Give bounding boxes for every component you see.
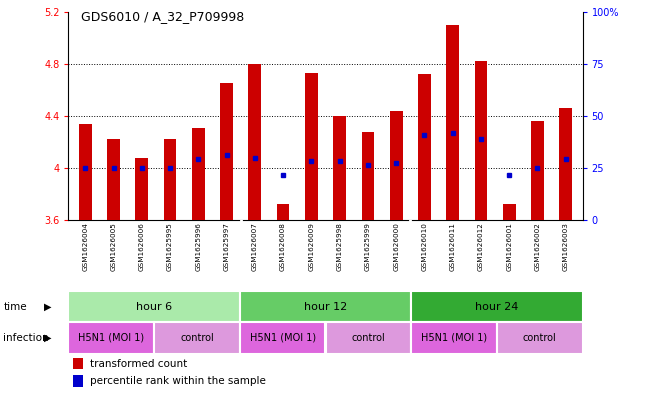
Text: ▶: ▶ xyxy=(44,333,52,343)
Bar xyxy=(68,291,240,322)
Text: control: control xyxy=(180,333,214,343)
Text: GSM1626010: GSM1626010 xyxy=(421,222,428,271)
Bar xyxy=(154,322,240,354)
Text: GSM1625998: GSM1625998 xyxy=(337,222,342,271)
Text: GSM1626003: GSM1626003 xyxy=(562,222,569,271)
Text: GSM1626000: GSM1626000 xyxy=(393,222,399,271)
Text: GSM1625999: GSM1625999 xyxy=(365,222,371,271)
Bar xyxy=(503,204,516,220)
Text: hour 6: hour 6 xyxy=(136,301,172,312)
Text: GSM1626004: GSM1626004 xyxy=(82,222,89,271)
Text: time: time xyxy=(3,301,27,312)
Bar xyxy=(163,140,176,220)
Text: GDS6010 / A_32_P709998: GDS6010 / A_32_P709998 xyxy=(81,10,245,23)
Text: GSM1626001: GSM1626001 xyxy=(506,222,512,271)
Bar xyxy=(411,291,583,322)
Bar xyxy=(220,83,233,220)
Bar xyxy=(305,73,318,220)
Text: GSM1626011: GSM1626011 xyxy=(450,222,456,271)
Bar xyxy=(531,121,544,220)
Text: GSM1625997: GSM1625997 xyxy=(223,222,230,271)
Text: GSM1626007: GSM1626007 xyxy=(252,222,258,271)
Text: GSM1626012: GSM1626012 xyxy=(478,222,484,271)
Bar xyxy=(192,128,204,220)
Bar xyxy=(447,25,459,220)
Bar xyxy=(497,322,583,354)
Text: GSM1626009: GSM1626009 xyxy=(309,222,314,271)
Text: GSM1626006: GSM1626006 xyxy=(139,222,145,271)
Bar xyxy=(68,322,154,354)
Text: H5N1 (MOI 1): H5N1 (MOI 1) xyxy=(78,333,145,343)
Text: GSM1626002: GSM1626002 xyxy=(534,222,540,271)
Bar xyxy=(79,124,92,220)
Text: GSM1625995: GSM1625995 xyxy=(167,222,173,271)
Text: GSM1626008: GSM1626008 xyxy=(280,222,286,271)
Bar xyxy=(240,291,411,322)
Text: infection: infection xyxy=(3,333,49,343)
Text: H5N1 (MOI 1): H5N1 (MOI 1) xyxy=(421,333,487,343)
Bar xyxy=(74,375,83,387)
Bar xyxy=(107,140,120,220)
Text: H5N1 (MOI 1): H5N1 (MOI 1) xyxy=(249,333,316,343)
Text: hour 24: hour 24 xyxy=(475,301,519,312)
Bar xyxy=(475,61,488,220)
Bar xyxy=(240,322,326,354)
Bar xyxy=(418,74,431,220)
Text: percentile rank within the sample: percentile rank within the sample xyxy=(90,376,266,386)
Text: control: control xyxy=(352,333,385,343)
Bar xyxy=(326,322,411,354)
Text: GSM1626005: GSM1626005 xyxy=(111,222,117,271)
Bar xyxy=(411,322,497,354)
Bar xyxy=(559,108,572,220)
Bar xyxy=(74,358,83,369)
Text: hour 12: hour 12 xyxy=(304,301,347,312)
Bar xyxy=(249,64,261,220)
Bar xyxy=(361,132,374,220)
Bar xyxy=(333,116,346,220)
Text: GSM1625996: GSM1625996 xyxy=(195,222,201,271)
Text: control: control xyxy=(523,333,557,343)
Text: ▶: ▶ xyxy=(44,301,52,312)
Text: transformed count: transformed count xyxy=(90,358,187,369)
Bar xyxy=(390,111,402,220)
Bar xyxy=(135,158,148,220)
Bar xyxy=(277,204,290,220)
